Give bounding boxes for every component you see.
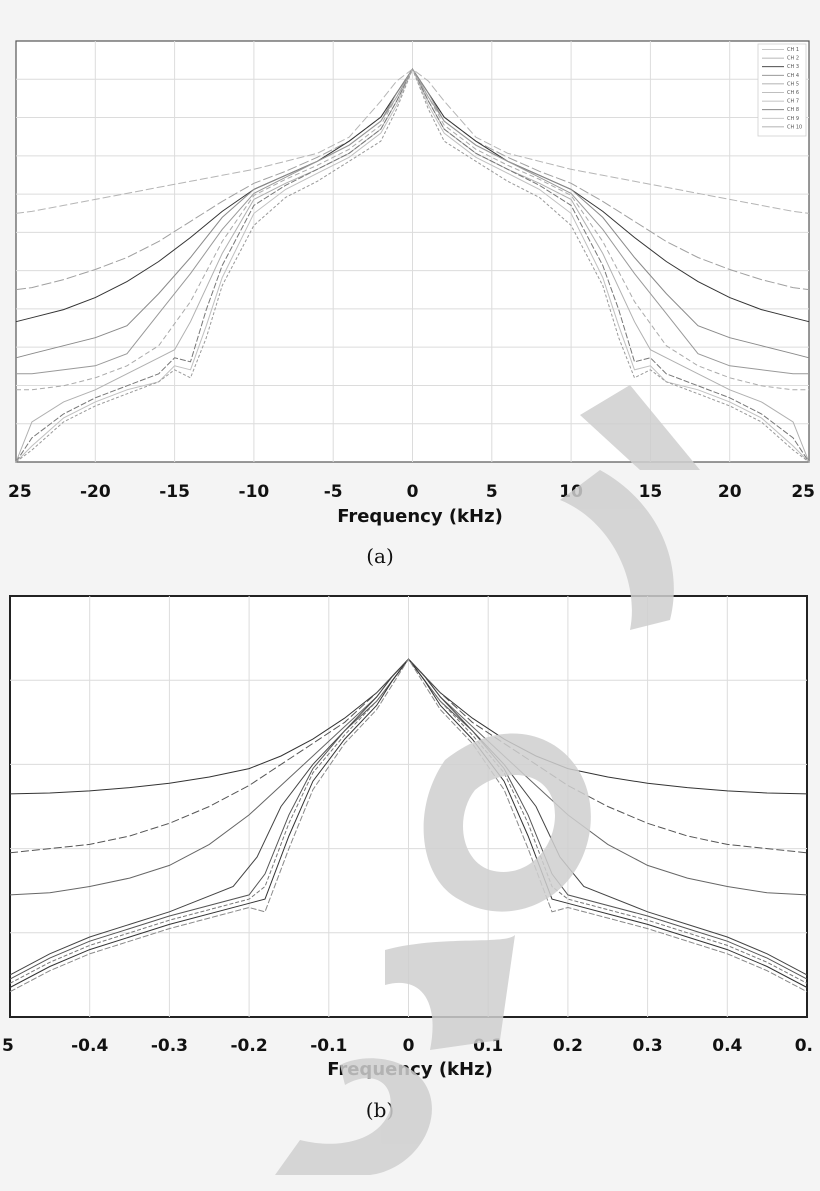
- panel-a-x-axis-label: Frequency (kHz): [337, 506, 503, 527]
- panel-b-chart: 5 -0.4 -0.3 -0.2 -0.1 0 0.1 0.2 0.3 0.4 0. Frequen…: [2, 595, 813, 1122]
- panel-a-x-tick-label: 25: [791, 482, 815, 502]
- panel-b-x-tick-label: -0.4: [71, 1036, 108, 1056]
- legend-label-1: CH 1: [787, 47, 799, 53]
- panel-b-caption: (b): [366, 1098, 394, 1122]
- panel-a-grid: [16, 41, 809, 462]
- panel-a-x-tick-label: -20: [80, 482, 111, 502]
- legend-label-6: CH 6: [787, 90, 799, 96]
- panel-b-x-tick-label: 0: [403, 1036, 415, 1056]
- panel-a-x-tick-label: 15: [639, 482, 663, 502]
- legend-label-3: CH 3: [787, 64, 799, 70]
- panel-a-x-tick-label: 5: [486, 482, 498, 502]
- panel-b-x-ticks: 5 -0.4 -0.3 -0.2 -0.1 0 0.1 0.2 0.3 0.4 0.: [2, 1036, 813, 1056]
- panel-b-x-tick-label: 5: [2, 1036, 14, 1056]
- panel-b-x-tick-label: 0.2: [553, 1036, 583, 1056]
- panel-b-series-8-line: [9, 658, 808, 993]
- panel-a-x-tick-label: 25: [8, 482, 32, 502]
- panel-a-series-10-line: [15, 67, 810, 463]
- panel-a-series: [15, 67, 810, 463]
- legend-label-9: CH 9: [787, 116, 799, 122]
- panel-a-x-tick-label: 0: [407, 482, 419, 502]
- legend-label-5: CH 5: [787, 81, 799, 87]
- panel-a-chart: 25 -20 -15 -10 -5 0 5 10 15 20 25 CH 1 CH 2 CH 3 CH 4…: [8, 40, 815, 568]
- panel-a-legend: CH 1 CH 2 CH 3 CH 4 CH 5 CH 6 CH 7 CH 8 CH 9 CH 1…: [757, 43, 807, 137]
- legend-label-2: CH 2: [787, 56, 799, 62]
- panel-a-caption: (a): [366, 544, 394, 568]
- legend-label-10: CH 10: [787, 124, 802, 130]
- panel-a-x-tick-label: 10: [559, 482, 583, 502]
- panel-a-x-tick-label: -10: [239, 482, 270, 502]
- panel-a-x-ticks: 25 -20 -15 -10 -5 0 5 10 15 20 25: [8, 482, 815, 502]
- panel-b-x-tick-label: -0.2: [231, 1036, 268, 1056]
- panel-b-x-tick-label: 0.1: [473, 1036, 503, 1056]
- panel-b-x-tick-label: -0.1: [310, 1036, 347, 1056]
- panel-b-x-tick-label: 0.: [795, 1036, 813, 1056]
- panel-a-legend-box: [757, 43, 807, 137]
- panel-b-x-tick-label: 0.3: [633, 1036, 663, 1056]
- panel-b-x-tick-label: 0.4: [712, 1036, 742, 1056]
- panel-a-x-tick-label: 20: [718, 482, 742, 502]
- panel-b-series: [9, 658, 808, 993]
- panel-b-x-axis-label: Frequency (kHz): [327, 1059, 493, 1080]
- legend-label-7: CH 7: [787, 99, 799, 105]
- panel-a-x-tick-label: -5: [324, 482, 343, 502]
- legend-label-8: CH 8: [787, 107, 799, 113]
- legend-label-4: CH 4: [787, 73, 799, 79]
- panel-a-x-tick-label: -15: [159, 482, 190, 502]
- panel-b-x-tick-label: -0.3: [151, 1036, 188, 1056]
